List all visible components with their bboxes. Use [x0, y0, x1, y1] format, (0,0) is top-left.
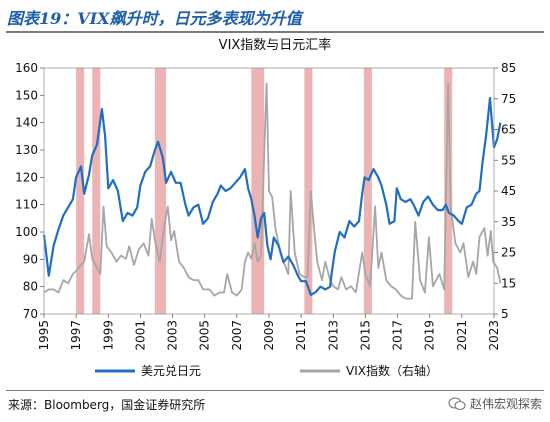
shaded-period-6: [363, 68, 372, 314]
shaded-period-3: [154, 68, 167, 314]
x-tick-label: 2005: [198, 320, 212, 351]
left-tick-label: 130: [15, 143, 38, 157]
right-axis: 5 15 25 35 45 55 65 75 85: [494, 61, 516, 321]
left-tick-label: 160: [15, 61, 38, 75]
x-tick-label: 2009: [262, 320, 276, 351]
x-tick-label: 2013: [326, 320, 340, 351]
shaded-period-1: [76, 68, 85, 314]
x-tick-label: 1999: [101, 320, 115, 351]
x-tick-label: 1997: [69, 320, 83, 351]
legend: 美元兑日元 VIX指数（右轴）: [95, 363, 438, 378]
left-tick-label: 70: [23, 307, 38, 321]
wechat-icon: [448, 396, 466, 410]
usdjpy-line: [42, 97, 502, 296]
right-tick-label: 85: [501, 61, 516, 75]
figure-title: 图表19：VIX飙升时，日元多表现为升值: [7, 9, 302, 28]
x-tick-label: 1995: [37, 320, 51, 351]
x-tick-label: 2011: [294, 320, 308, 351]
shaded-periods: [76, 68, 453, 314]
x-tick-label: 2019: [423, 320, 437, 351]
left-tick-label: 100: [15, 225, 38, 239]
right-tick-label: 5: [501, 307, 509, 321]
x-tick-label: 2001: [133, 320, 147, 351]
x-tick-label: 2007: [230, 320, 244, 351]
x-tick-label: 2003: [166, 320, 180, 351]
right-tick-label: 45: [501, 184, 516, 198]
x-axis: 1995 1997 1999 2001 2003 2005 2007 2009 2011 2013…: [37, 314, 501, 351]
right-tick-label: 15: [501, 276, 516, 290]
left-tick-label: 120: [15, 170, 38, 184]
x-tick-label: 2015: [358, 320, 372, 351]
chart: VIX指数与日元汇率 70 80 90 100 110 120 130 140 150 160 5…: [15, 37, 516, 378]
right-tick-label: 65: [501, 123, 516, 137]
source-note: 来源：Bloomberg，国金证券研究所: [8, 398, 206, 412]
x-tick-label: 2023: [487, 320, 501, 351]
watermark-text: 赵伟宏观探索: [469, 397, 542, 411]
right-tick-label: 35: [501, 215, 516, 229]
right-tick-label: 25: [501, 246, 516, 260]
series-lines: [42, 82, 502, 300]
left-axis: 70 80 90 100 110 120 130 140 150 160: [15, 61, 44, 321]
right-tick-label: 55: [501, 153, 516, 167]
left-tick-label: 110: [15, 198, 38, 212]
right-tick-label: 75: [501, 92, 516, 106]
legend-usdjpy-label: 美元兑日元: [141, 364, 201, 378]
shaded-period-2: [92, 68, 101, 314]
shaded-period-5: [304, 68, 313, 314]
vix-line: [43, 82, 502, 300]
shaded-period-7: [444, 68, 453, 314]
left-tick-label: 80: [23, 280, 38, 294]
x-tick-label: 2021: [455, 320, 469, 351]
watermark: 赵伟宏观探索: [448, 395, 542, 412]
left-tick-label: 140: [15, 116, 38, 130]
left-tick-label: 90: [23, 252, 38, 266]
chart-title: VIX指数与日元汇率: [219, 37, 332, 53]
x-tick-label: 2017: [391, 320, 405, 351]
title-rule: [6, 31, 544, 33]
left-tick-label: 150: [15, 88, 38, 102]
legend-vix-label: VIX指数（右轴）: [346, 363, 438, 378]
footer-rule: [6, 390, 544, 391]
